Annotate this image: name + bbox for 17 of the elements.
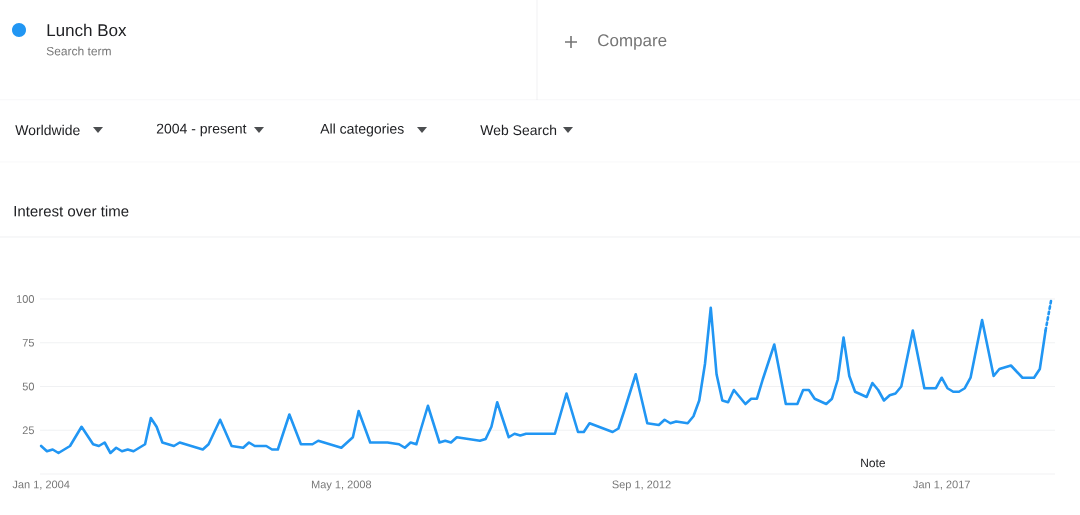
chart-title: Interest over time <box>14 205 129 217</box>
x-tick-label: Jan 1, 2004 <box>12 480 70 490</box>
text: 2004 - present <box>156 123 247 137</box>
y-tick-label: 25 <box>22 426 34 435</box>
text: Web Search <box>480 124 557 136</box>
legend-label: Lunch Box <box>47 23 127 37</box>
annotation: Note <box>861 458 886 468</box>
text: All categories <box>320 123 404 137</box>
text: Worldwide <box>15 124 80 136</box>
x-tick-label: Jan 1, 2017 <box>913 480 970 490</box>
y-tick-label: 100 <box>16 295 35 303</box>
x-tick-label: Sep 1, 2012 <box>612 480 671 491</box>
text: Compare <box>598 34 667 50</box>
text: Search term <box>46 46 111 56</box>
x-tick-label: May 1, 2008 <box>311 480 372 491</box>
y-tick-label: 50 <box>22 382 35 391</box>
y-tick-label: 75 <box>22 338 34 347</box>
